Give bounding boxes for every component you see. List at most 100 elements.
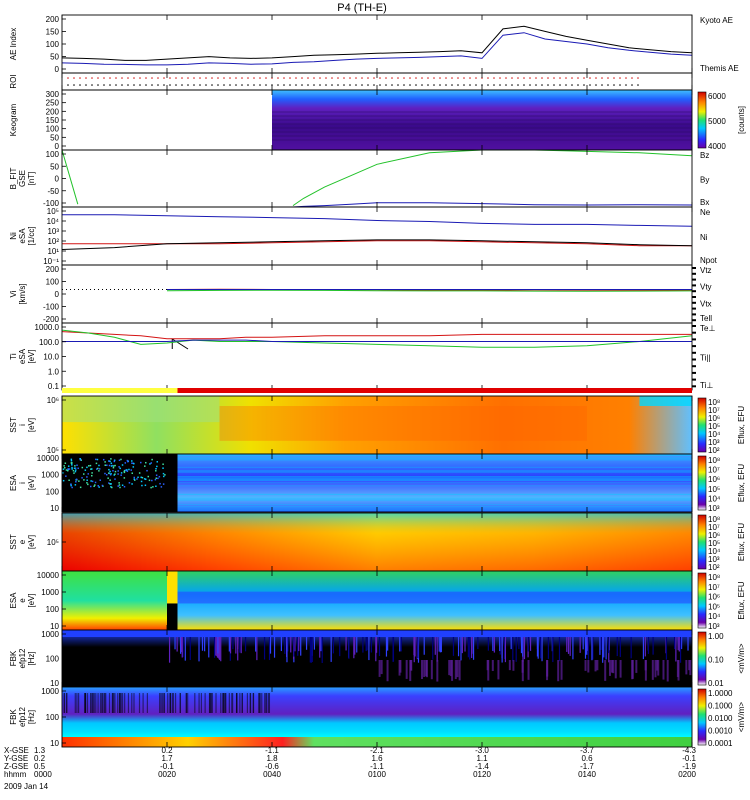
spectrogram-cell: [90, 485, 92, 488]
spectrogram-cell: [155, 485, 157, 487]
spectrogram-cell: [106, 464, 108, 467]
spectrogram-cell: [362, 637, 364, 653]
spectrogram-cell: [529, 637, 532, 651]
roi-mark: [349, 77, 351, 79]
roi-mark: [337, 77, 339, 79]
spectrogram-cell: [65, 475, 67, 477]
spectrogram-cell: [73, 472, 75, 474]
spectrogram-cell: [89, 464, 92, 467]
roi-mark: [85, 77, 87, 79]
spectrogram-cell: [229, 637, 232, 654]
x-axis-value: 0.5: [34, 762, 46, 771]
roi-mark: [421, 84, 423, 86]
spectrogram-cell: [99, 479, 102, 481]
spectrogram-cell: [587, 637, 590, 660]
roi-mark: [517, 84, 519, 86]
roi-mark: [355, 84, 357, 86]
roi-mark: [619, 84, 621, 86]
spectrogram-cell: [79, 458, 82, 460]
x-axis-value: 1.6: [371, 754, 383, 763]
spectrogram-cell: [405, 660, 408, 679]
x-axis-value: 0000: [34, 770, 52, 779]
roi-mark: [421, 77, 423, 79]
y-axis-title-line: e: [18, 598, 27, 603]
spectrogram-cell: [98, 486, 100, 488]
legend-entry: Ni: [700, 233, 708, 242]
spectrogram-cell: [599, 637, 601, 655]
x-axis-value: 0200: [678, 770, 696, 779]
spectrogram-cell: [430, 660, 433, 680]
x-axis-value: -1.4: [475, 762, 489, 771]
spectrogram-cell: [114, 473, 116, 475]
spectrogram-cell: [309, 637, 311, 663]
spectrogram-cell: [194, 693, 196, 713]
spectrogram-cell: [332, 637, 334, 654]
spectrogram-cell: [113, 693, 115, 713]
spectrogram-cell: [220, 693, 222, 713]
spectrogram-cell: [86, 479, 88, 481]
y-axis-title-line: efp12: [18, 706, 27, 727]
y-axis-title-line: B_FIT: [9, 167, 18, 189]
spectrogram-cell: [189, 637, 191, 661]
roi-mark: [283, 77, 285, 79]
x-axis-value: 0120: [473, 770, 491, 779]
spectrogram-cell: [63, 465, 65, 467]
colorbar-tick-label: 0.0100: [708, 714, 733, 723]
series-line-Ti||: [61, 329, 693, 348]
roi-mark: [151, 77, 153, 79]
spectrogram-cell: [67, 465, 70, 467]
spectrogram-cell: [149, 463, 151, 465]
y-axis-title-keogram: Keogram: [9, 103, 18, 136]
roi-mark: [211, 77, 213, 79]
spectrogram-cell: [98, 464, 100, 467]
spectrogram-cell: [75, 469, 77, 471]
spectrogram-cell: [584, 637, 587, 659]
y-tick-label-ae: 0: [55, 65, 60, 74]
colorbar-tick-label: 1.00: [708, 632, 724, 641]
y-axis-title-line: eSA: [18, 348, 27, 364]
panel-frame: [61, 264, 693, 324]
colorbar-tick-label: 10⁸: [708, 515, 720, 524]
colorbar-tick-label: 10²: [708, 563, 720, 572]
colorbar-tick-label: 1.0000: [708, 689, 733, 698]
spectrogram-cell: [454, 660, 457, 680]
spectrogram-cell: [167, 693, 169, 713]
spectrogram-cell: [586, 637, 589, 651]
spectrogram-cell: [141, 484, 143, 487]
roi-mark: [199, 84, 201, 86]
roi-mark: [127, 77, 129, 79]
y-tick-label-vi: 100: [46, 278, 60, 287]
legend-entry: Tell: [700, 314, 712, 323]
roi-mark: [637, 84, 639, 86]
roi-mark: [607, 77, 609, 79]
spectrogram-cell: [310, 637, 312, 663]
spectrogram-cell: [184, 637, 186, 661]
spectrogram-cell: [572, 637, 574, 660]
edge-tick: [692, 345, 696, 348]
roi-mark: [511, 77, 513, 79]
spectrogram-cell: [70, 484, 72, 487]
spectrogram-cell: [93, 485, 95, 488]
spectrogram-cell: [222, 693, 224, 713]
spectrogram-cell: [174, 637, 176, 650]
roi-mark: [277, 77, 279, 79]
roi-mark: [385, 84, 387, 86]
y-tick-label-ae: 50: [50, 53, 59, 62]
spectrogram-cell: [493, 637, 495, 653]
roi-mark: [289, 77, 291, 79]
spectrogram-cell: [86, 476, 88, 478]
spectrogram-cell: [356, 637, 358, 653]
roi-mark: [391, 84, 393, 86]
legend-entry: Vtx: [700, 299, 712, 308]
roi-mark: [157, 84, 159, 86]
roi-mark: [463, 77, 465, 79]
spectrogram-cell: [150, 486, 152, 489]
spectrogram-cell: [123, 469, 126, 472]
y-tick-label-esa_e: 1000: [41, 588, 59, 597]
spectrogram-cell: [651, 660, 654, 680]
y-tick-label-esa_i: 1000: [41, 471, 59, 480]
spectrogram-cell: [102, 458, 105, 461]
y-axis-title-line: FBK: [9, 650, 18, 666]
spectrogram-cell: [518, 637, 520, 650]
spectrogram-cell: [665, 637, 668, 660]
